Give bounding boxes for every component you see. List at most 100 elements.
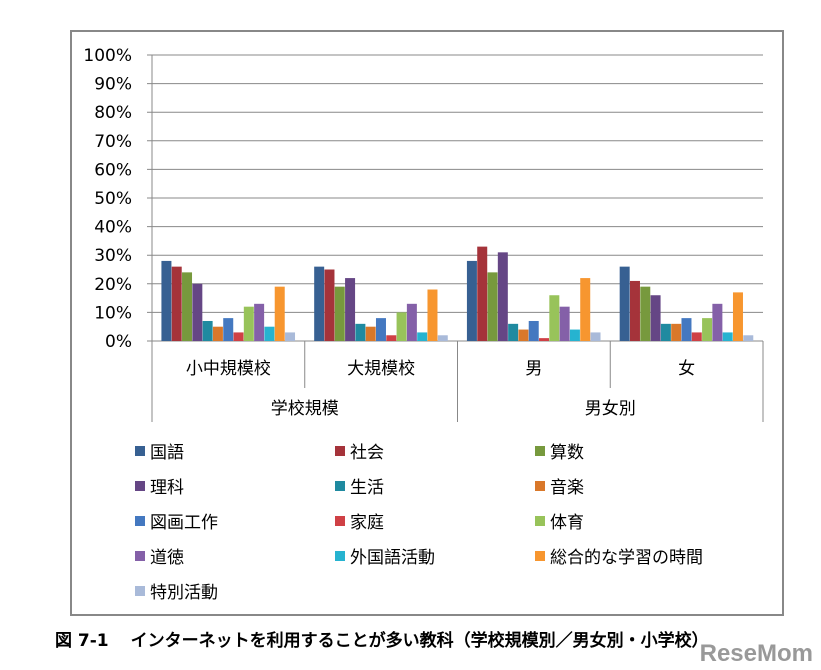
x-tick-label: 男 — [525, 359, 542, 379]
legend-label: 国語 — [150, 443, 184, 463]
legend-label: 算数 — [550, 443, 584, 463]
bar-道徳-小中規模校 — [254, 303, 265, 341]
group-label: 男女別 — [585, 399, 636, 419]
bar-外国語活動-男 — [569, 329, 580, 341]
bar-体育-男 — [549, 295, 560, 341]
bar-外国語活動-女 — [722, 332, 733, 341]
legend-item: 特別活動 — [135, 578, 218, 603]
legend-swatch — [535, 445, 545, 456]
legend-item: 体育 — [535, 508, 584, 533]
bar-国語-大規模校 — [314, 266, 325, 341]
bar-道徳-男 — [559, 306, 570, 341]
bar-音楽-大規模校 — [365, 326, 376, 341]
bar-家庭-女 — [691, 332, 702, 341]
bar-総合的な学習の時間-小中規模校 — [274, 286, 285, 341]
y-tick-label: 30% — [94, 246, 132, 266]
bar-図画工作-女 — [681, 318, 692, 341]
legend-item: 音楽 — [535, 473, 584, 498]
legend-swatch — [535, 515, 545, 526]
legend-swatch — [135, 550, 145, 561]
legend-swatch — [335, 550, 345, 561]
bar-算数-大規模校 — [334, 286, 345, 341]
x-tick-label: 小中規模校 — [186, 359, 271, 379]
bar-社会-大規模校 — [324, 269, 335, 341]
bar-家庭-男 — [539, 338, 550, 341]
group-label: 学校規模 — [271, 399, 339, 419]
bar-図画工作-小中規模校 — [223, 318, 234, 341]
bar-体育-小中規模校 — [243, 306, 254, 341]
legend-item: 外国語活動 — [335, 543, 435, 568]
bar-算数-女 — [640, 286, 651, 341]
bar-特別活動-小中規模校 — [285, 332, 296, 341]
chart-frame — [70, 30, 784, 616]
legend-swatch — [535, 550, 545, 561]
legend-label: 道徳 — [150, 548, 184, 568]
bar-社会-女 — [629, 280, 640, 341]
bar-生活-大規模校 — [355, 323, 366, 341]
legend-label: 体育 — [550, 513, 584, 533]
legend-label: 外国語活動 — [350, 548, 435, 568]
legend-item: 算数 — [535, 438, 584, 463]
bar-生活-男 — [508, 323, 519, 341]
legend-item: 家庭 — [335, 508, 384, 533]
legend-label: 図画工作 — [150, 513, 218, 533]
bar-総合的な学習の時間-女 — [732, 292, 743, 341]
legend-item: 総合的な学習の時間 — [535, 543, 703, 568]
bar-外国語活動-大規模校 — [417, 332, 428, 341]
bar-図画工作-大規模校 — [375, 318, 386, 341]
legend-item: 国語 — [135, 438, 184, 463]
legend-swatch — [135, 585, 145, 596]
bar-生活-女 — [660, 323, 671, 341]
legend-label: 特別活動 — [150, 583, 218, 603]
bar-図画工作-男 — [528, 320, 539, 341]
y-tick-label: 100% — [83, 46, 132, 66]
bar-理科-男 — [497, 252, 508, 341]
figure-caption: 図 7-1 インターネットを利用することが多い教科（学校規模別／男女別・小学校） — [55, 626, 731, 651]
bar-道徳-大規模校 — [406, 303, 417, 341]
bar-特別活動-大規模校 — [437, 335, 448, 341]
legend-item: 道徳 — [135, 543, 184, 568]
bar-国語-男 — [466, 260, 477, 341]
bar-特別活動-男 — [590, 332, 601, 341]
y-tick-label: 60% — [94, 160, 132, 180]
bar-総合的な学習の時間-男 — [580, 278, 591, 341]
y-tick-label: 50% — [94, 189, 132, 209]
bar-体育-女 — [702, 318, 713, 341]
bar-社会-男 — [477, 246, 488, 341]
y-tick-label: 10% — [94, 303, 132, 323]
bar-国語-小中規模校 — [161, 260, 172, 341]
legend-label: 家庭 — [350, 513, 384, 533]
bar-国語-女 — [619, 266, 630, 341]
bar-総合的な学習の時間-大規模校 — [427, 289, 438, 341]
bar-体育-大規模校 — [396, 312, 407, 341]
watermark-logo: ReseMom — [699, 640, 813, 667]
legend-item: 理科 — [135, 473, 184, 498]
legend-label: 総合的な学習の時間 — [550, 548, 703, 568]
bar-算数-小中規模校 — [182, 272, 193, 341]
bar-理科-大規模校 — [345, 278, 356, 341]
x-tick-label: 大規模校 — [347, 359, 415, 379]
legend-item: 図画工作 — [135, 508, 218, 533]
bar-家庭-小中規模校 — [233, 332, 244, 341]
legend-item: 生活 — [335, 473, 384, 498]
y-tick-label: 20% — [94, 275, 132, 295]
y-tick-label: 70% — [94, 132, 132, 152]
bar-算数-男 — [487, 272, 498, 341]
legend-label: 社会 — [350, 443, 384, 463]
legend-label: 音楽 — [550, 478, 584, 498]
x-tick-label: 女 — [678, 359, 695, 379]
figure-title: インターネットを利用することが多い教科（学校規模別／男女別・小学校） — [130, 631, 709, 651]
y-tick-label: 40% — [94, 218, 132, 238]
figure-number: 図 7-1 — [55, 631, 109, 651]
bar-道徳-女 — [712, 303, 723, 341]
legend-swatch — [135, 445, 145, 456]
bar-外国語活動-小中規模校 — [264, 326, 275, 341]
bar-家庭-大規模校 — [386, 335, 397, 341]
legend-label: 理科 — [150, 478, 184, 498]
legend-swatch — [135, 515, 145, 526]
legend-swatch — [135, 480, 145, 491]
legend-swatch — [335, 445, 345, 456]
legend-swatch — [335, 480, 345, 491]
bar-音楽-男 — [518, 329, 529, 341]
